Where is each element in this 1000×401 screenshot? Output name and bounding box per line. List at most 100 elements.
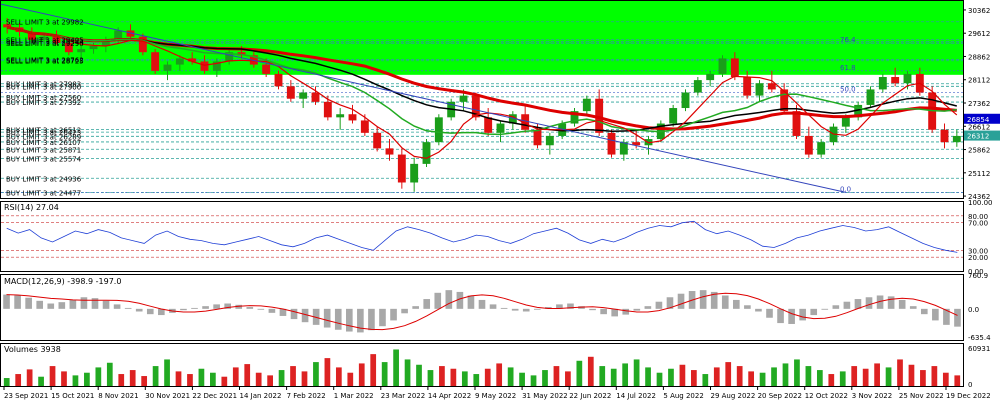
rsi-title: RSI(14) 27.04 — [4, 203, 59, 212]
x-tick-label: 20 Sep 2022 — [758, 392, 802, 400]
candle-body — [891, 77, 900, 84]
price-badge — [964, 113, 1000, 124]
candle-body — [693, 80, 702, 93]
candle-body — [64, 42, 73, 53]
x-tick-label: 5 Aug 2022 — [663, 392, 703, 400]
volume-plot — [3, 349, 961, 386]
order-label: BUY LIMIT 3 at 24477 — [6, 190, 81, 198]
candle-body — [77, 49, 86, 53]
fib-label: 61.8 — [840, 64, 856, 72]
price-tick-label: 27362 — [968, 100, 990, 108]
candle-body — [755, 83, 764, 96]
order-label: SELL LIMIT 3 at 28762 — [6, 57, 84, 65]
macd-signal-line — [6, 292, 958, 331]
candle-body — [323, 101, 332, 118]
fib-label: 50.0 — [840, 86, 856, 94]
order-label: BUY LIMIT 3 at 27560 — [6, 94, 81, 102]
order-label: BUY LIMIT 3 at 27392 — [6, 99, 81, 107]
rsi-line — [6, 220, 958, 253]
candle-body — [151, 52, 160, 71]
candle-body — [212, 61, 221, 71]
candle-body — [570, 111, 579, 124]
order-label: BUY LIMIT 3 at 24936 — [6, 175, 82, 183]
x-tick-label: 30 Nov 2021 — [145, 392, 190, 400]
rsi-tick-label: 80.00 — [968, 213, 988, 221]
candle-body — [804, 135, 813, 155]
fib-label: 76.4 — [840, 36, 856, 44]
candle-body — [582, 98, 591, 112]
candle-body — [237, 52, 246, 56]
candle-body — [311, 92, 320, 102]
candle-body — [619, 142, 628, 155]
candle-body — [3, 24, 12, 28]
macd-plot — [3, 290, 961, 333]
candle-body — [940, 129, 949, 143]
order-label: BUY LIMIT 3 at 27983 — [6, 81, 81, 89]
order-label: SELL LIMIT 3 at 28725 — [6, 58, 84, 66]
price-tick-label: 25112 — [968, 170, 990, 178]
order-label: BUY LIMIT 3 at 26512 — [6, 126, 81, 134]
candle-body — [52, 36, 61, 43]
candle-body — [792, 111, 801, 136]
candle-body — [508, 114, 517, 124]
candle-body — [114, 30, 123, 40]
candle-body — [681, 92, 690, 109]
candle-body — [471, 95, 480, 118]
candle-body — [669, 108, 678, 124]
x-tick-label: 15 Oct 2021 — [51, 392, 94, 400]
candle-body — [718, 58, 727, 74]
candle-body — [903, 73, 912, 84]
order-label: SELL LIMIT 3 at 29982 — [6, 19, 84, 27]
price-tick-label: 28862 — [968, 53, 990, 61]
volume-title: Volumes 3938 — [4, 345, 61, 354]
price-tick-label: 25862 — [968, 147, 990, 155]
price-badge — [964, 130, 1000, 141]
order-label: SELL LIMIT 3 at 29290 — [6, 40, 84, 48]
candle-body — [878, 77, 887, 90]
x-tick-label: 12 Oct 2022 — [805, 392, 848, 400]
order-label: BUY LIMIT 3 at 26107 — [6, 139, 81, 147]
candle-body — [866, 89, 875, 105]
price-plot: SELL LIMIT 3 at 29982 SELL LIMIT 3 at 294… — [0, 1, 963, 198]
x-tick-label: 8 Nov 2021 — [98, 392, 138, 400]
rsi-tick-label: 30.00 — [968, 247, 988, 255]
x-tick-label: 22 Dec 2021 — [192, 392, 237, 400]
rsi-tick-label: 0.00 — [968, 268, 984, 276]
sell-zone — [1, 1, 963, 75]
candle-body — [188, 58, 197, 62]
candle-body — [595, 98, 604, 133]
price-badge-label: 26854 — [967, 116, 990, 124]
x-tick-label: 19 Dec 2022 — [946, 392, 991, 400]
rsi-tick-label: 70.00 — [968, 220, 988, 228]
order-label: BUY LIMIT 3 at 25574 — [6, 155, 82, 163]
candle-body — [533, 129, 542, 146]
order-label: SELL LIMIT 3 at 29405 — [6, 37, 84, 45]
candle-body — [632, 142, 641, 146]
candle-body — [175, 58, 184, 65]
x-tick-label: 22 Jun 2022 — [569, 392, 611, 400]
moving-average-line — [7, 26, 957, 136]
candle-body — [607, 132, 616, 155]
x-tick-label: 1 Mar 2022 — [334, 392, 374, 400]
candle-body — [854, 104, 863, 118]
candle-body — [373, 132, 382, 149]
x-tick-label: 25 Nov 2022 — [899, 392, 944, 400]
x-tick-label: 23 Mar 2022 — [381, 392, 425, 400]
order-label: BUY LIMIT 3 at 25871 — [6, 146, 81, 154]
volume-tick-label: 0 — [968, 381, 972, 389]
candle-body — [385, 148, 394, 155]
candle-body — [89, 45, 98, 50]
candle-body — [126, 30, 135, 37]
macd-tick-label: -635.4 — [968, 334, 991, 342]
macd-title: MACD(12,26,9) -398.9 -197.0 — [4, 277, 121, 286]
candle-body — [299, 92, 308, 99]
candle-body — [200, 61, 209, 71]
candle-body — [545, 135, 554, 146]
moving-average-line — [7, 26, 958, 159]
order-label: BUY LIMIT 3 at 27900 — [6, 83, 81, 91]
macd-tick-label: 760.9 — [968, 272, 988, 280]
candle-body — [286, 86, 295, 99]
candle-body — [422, 142, 431, 164]
axes: 30362 29612 28862 28112 27362 26612 25862 25112… — [3, 7, 1000, 400]
